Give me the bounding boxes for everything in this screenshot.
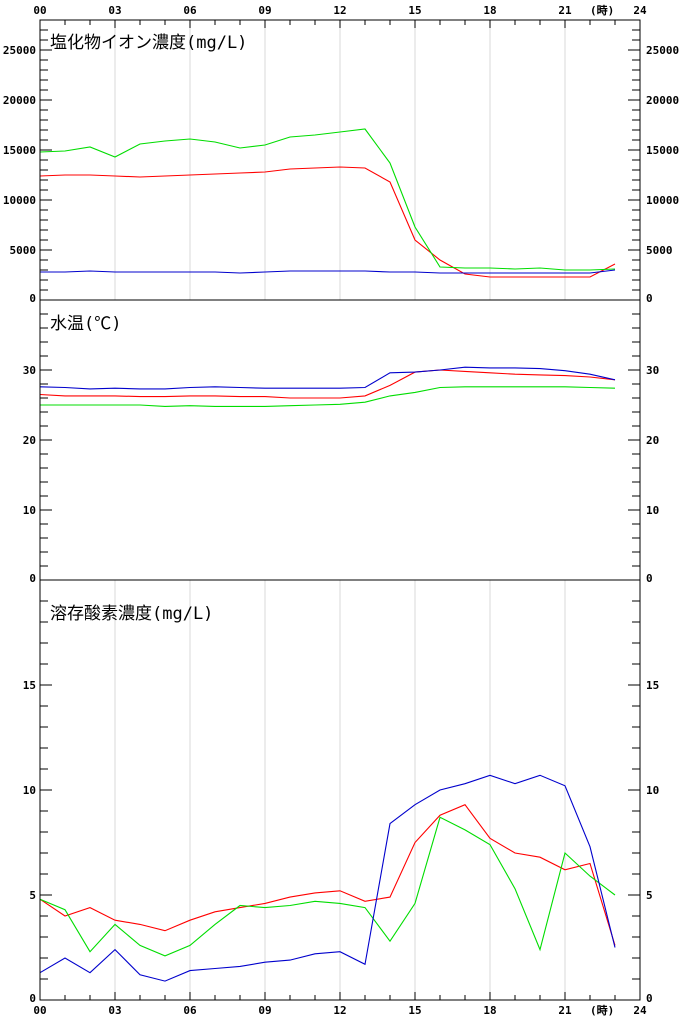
panel-frame [39, 299, 641, 581]
frame-layer [39, 19, 641, 1001]
series-line-blue [39, 366, 616, 390]
bottom-x-tick-label: 09 [258, 1004, 271, 1017]
y-tick-label-left: 15 [23, 679, 36, 692]
grid-layer [114, 20, 566, 1000]
series-line-red [39, 166, 616, 278]
y-tick-label-right: 20000 [646, 94, 679, 107]
series-line-blue [39, 774, 616, 982]
y-tick-label-right: 20 [646, 434, 659, 447]
y-tick-label-right: 15000 [646, 144, 679, 157]
top-x-tick-label: 06 [183, 4, 197, 17]
y-tick-label-left: 10000 [3, 194, 36, 207]
panel-title-chloride: 塩化物イオン濃度(mg/L) [50, 33, 247, 53]
y-tick-label-right: 25000 [646, 44, 679, 57]
y-tick-label-right: 0 [646, 992, 653, 1005]
top-hours-label: (時) [590, 3, 614, 17]
series-line-green [39, 128, 616, 271]
series-line-green [39, 816, 616, 957]
y-tick-label-left: 25000 [3, 44, 36, 57]
y-tick-label-right: 10000 [646, 194, 679, 207]
y-tick-label-left: 10 [23, 504, 36, 517]
series-line-red [39, 804, 616, 946]
series-line-red [39, 369, 616, 399]
top-x-tick-label: 03 [108, 4, 121, 17]
panel-title-dissolved-oxygen: 溶存酸素濃度(mg/L) [50, 604, 213, 624]
top-x-tick-label: 09 [258, 4, 271, 17]
y-tick-label-right: 5000 [646, 244, 673, 257]
y-tick-label-right: 15 [646, 679, 659, 692]
y-tick-label-right: 0 [646, 292, 653, 305]
top-x-tick-label: 15 [408, 4, 421, 17]
y-tick-label-left: 5 [29, 889, 36, 902]
bottom-x-tick-label: 06 [183, 1004, 197, 1017]
y-tick-label-right: 0 [646, 572, 653, 585]
y-tick-label-left: 20 [23, 434, 36, 447]
top-x-tick-label: 21 [558, 4, 572, 17]
top-x-tick-label: 00 [33, 4, 46, 17]
bottom-x-tick-label: 15 [408, 1004, 421, 1017]
series-line-blue [40, 269, 616, 274]
bottom-x-tick-label: 00 [33, 1004, 46, 1017]
y-tick-label-left: 30 [23, 364, 36, 377]
y-tick-label-left: 0 [29, 292, 36, 305]
bottom-x-tick-label: 24 [633, 1004, 647, 1017]
y-tick-label-right: 10 [646, 784, 659, 797]
panel-title-water-temp: 水温(℃) [50, 314, 121, 334]
y-tick-label-left: 20000 [3, 94, 36, 107]
bottom-x-tick-label: 12 [333, 1004, 346, 1017]
y-tick-label-left: 5000 [10, 244, 37, 257]
bottom-hours-label: (時) [590, 1003, 614, 1017]
top-x-tick-label: 12 [333, 4, 346, 17]
y-tick-label-right: 10 [646, 504, 659, 517]
label-layer: (時) (時) 塩化物イオン濃度(mg/L) 水温(℃) 溶存酸素濃度(mg/L… [3, 3, 679, 1017]
y-tick-label-left: 0 [29, 572, 36, 585]
y-tick-label-left: 10 [23, 784, 36, 797]
bottom-x-tick-label: 21 [558, 1004, 572, 1017]
bottom-x-tick-label: 18 [483, 1004, 496, 1017]
series-layer [39, 128, 616, 982]
y-tick-label-left: 15000 [3, 144, 36, 157]
y-tick-label-left: 0 [29, 992, 36, 1005]
bottom-x-tick-label: 03 [108, 1004, 121, 1017]
top-x-tick-label: 18 [483, 4, 496, 17]
y-tick-label-right: 5 [646, 889, 653, 902]
top-x-tick-label: 24 [633, 4, 647, 17]
series-line-green [40, 386, 616, 407]
y-tick-label-right: 30 [646, 364, 659, 377]
